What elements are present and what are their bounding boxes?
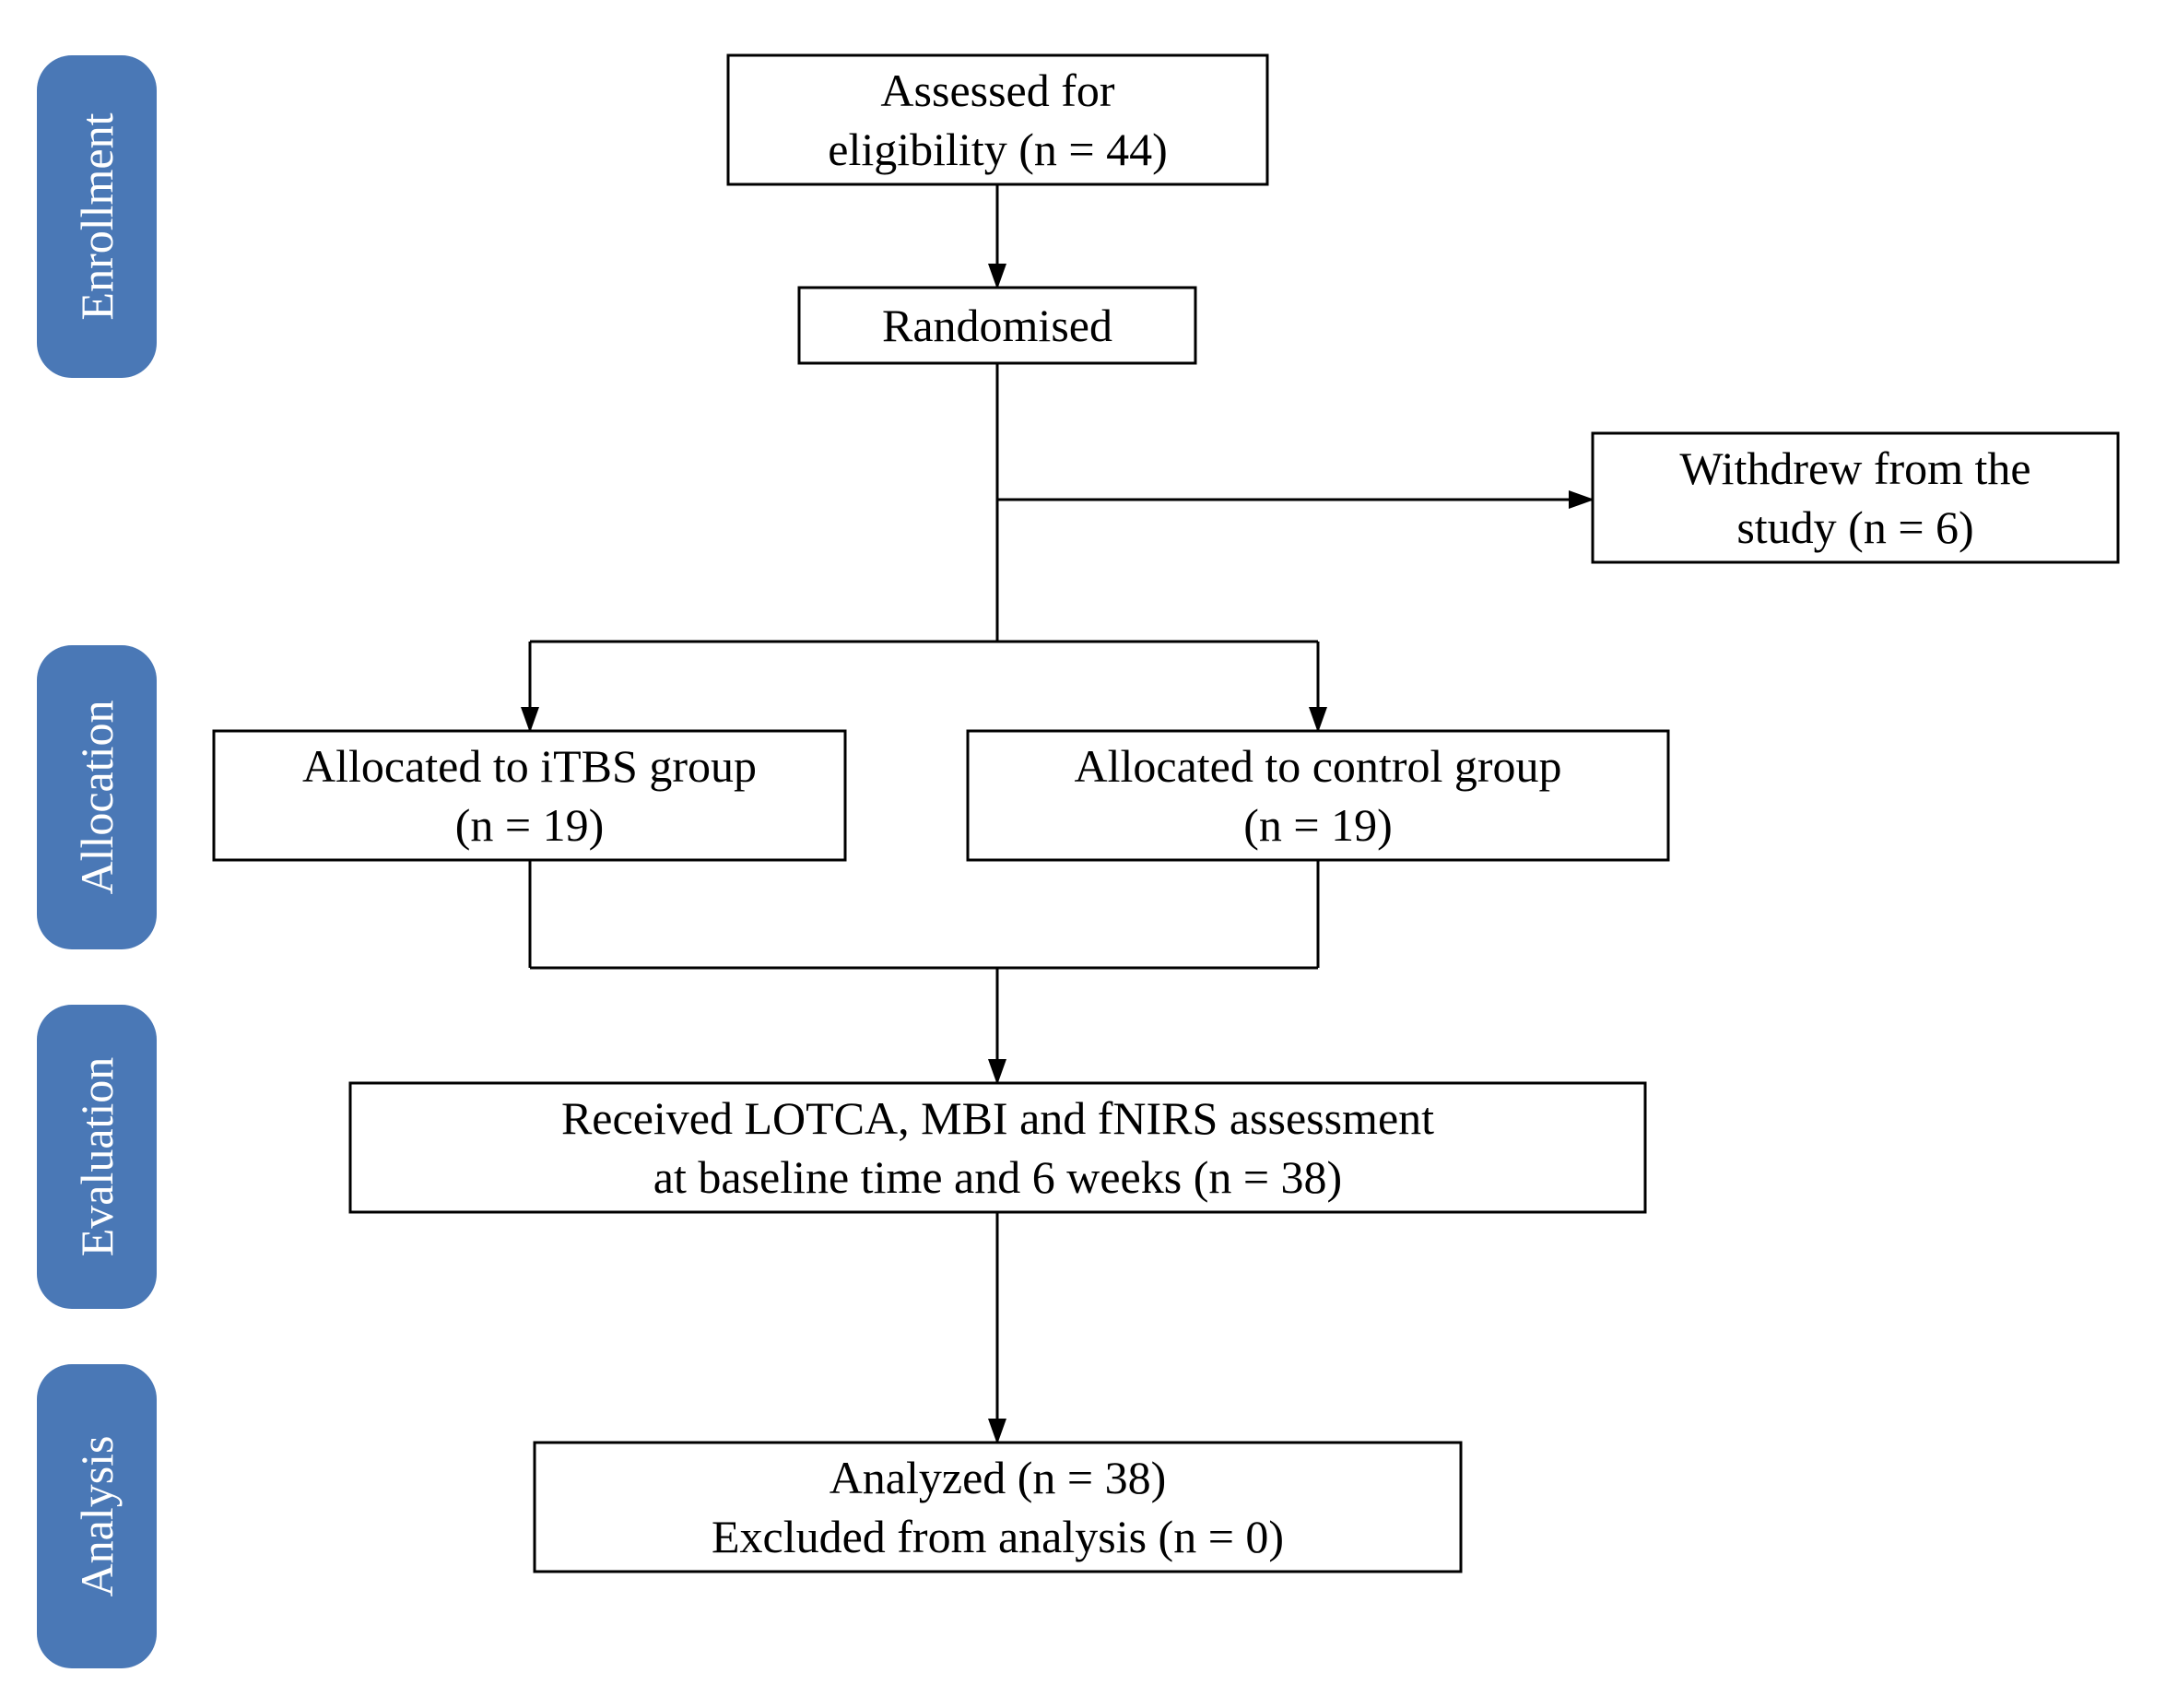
phase-label-enrollment: Enrollment <box>37 55 157 378</box>
box-line-analyzed-1: Excluded from analysis (n = 0) <box>712 1511 1284 1562</box>
phase-label-allocation: Allocation <box>37 645 157 949</box>
box-line-itbs-1: (n = 19) <box>455 799 605 851</box>
box-line-control-0: Allocated to control group <box>1074 740 1561 792</box>
box-withdrew: Withdrew from the study (n = 6) <box>1593 433 2118 562</box>
box-line-assessment-0: Received LOTCA, MBI and fNIRS assessment <box>561 1092 1434 1144</box>
box-line-assessed-1: eligibility (n = 44) <box>828 124 1167 175</box>
phase-label-text-evaluation: Evaluation <box>71 1057 123 1257</box>
box-text-randomised: Randomised <box>882 300 1112 351</box>
box-assessment: Received LOTCA, MBI and fNIRS assessment… <box>350 1083 1645 1212</box>
box-line-assessment-1: at baseline time and 6 weeks (n = 38) <box>653 1151 1342 1203</box>
box-randomised: Randomised <box>799 288 1195 363</box>
box-itbs: Allocated to iTBS group (n = 19) <box>214 731 845 860</box>
box-line-withdrew-0: Withdrew from the <box>1679 442 2030 494</box>
box-line-withdrew-1: study (n = 6) <box>1736 501 1973 553</box>
box-control: Allocated to control group (n = 19) <box>968 731 1668 860</box>
box-line-control-1: (n = 19) <box>1243 799 1393 851</box>
phase-label-text-allocation: Allocation <box>71 700 123 894</box>
phase-label-text-enrollment: Enrollment <box>71 112 123 320</box>
box-line-itbs-0: Allocated to iTBS group <box>302 740 757 792</box>
box-line-assessed-0: Assessed for <box>880 65 1114 116</box>
flowchart-container: Enrollment Allocation Evaluation Analysis As… <box>0 0 2177 1708</box>
phase-label-evaluation: Evaluation <box>37 1005 157 1309</box>
box-line-analyzed-0: Analyzed (n = 38) <box>830 1452 1167 1503</box>
box-assessed: Assessed for eligibility (n = 44) <box>728 55 1267 184</box>
box-line-randomised-0: Randomised <box>882 300 1112 351</box>
flowchart-svg: Enrollment Allocation Evaluation Analysis As… <box>0 0 2177 1708</box>
box-analyzed: Analyzed (n = 38) Excluded from analysis … <box>535 1443 1461 1572</box>
phase-label-analysis: Analysis <box>37 1364 157 1668</box>
phase-label-text-analysis: Analysis <box>71 1436 123 1597</box>
